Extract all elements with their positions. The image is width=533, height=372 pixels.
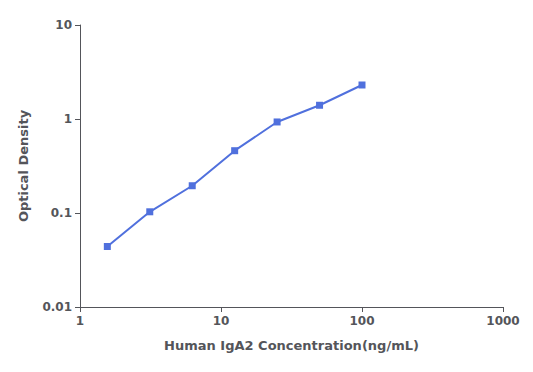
svg-text:1: 1 xyxy=(64,112,72,126)
svg-text:Human IgA2 Concentration(ng/mL: Human IgA2 Concentration(ng/mL) xyxy=(164,338,419,353)
svg-text:1: 1 xyxy=(76,314,84,328)
svg-text:10: 10 xyxy=(55,18,72,32)
svg-text:1000: 1000 xyxy=(486,314,519,328)
svg-text:Optical Density: Optical Density xyxy=(16,109,31,222)
svg-text:0.01: 0.01 xyxy=(42,300,72,314)
svg-text:10: 10 xyxy=(213,314,230,328)
svg-text:0.1: 0.1 xyxy=(51,206,72,220)
svg-text:100: 100 xyxy=(349,314,374,328)
